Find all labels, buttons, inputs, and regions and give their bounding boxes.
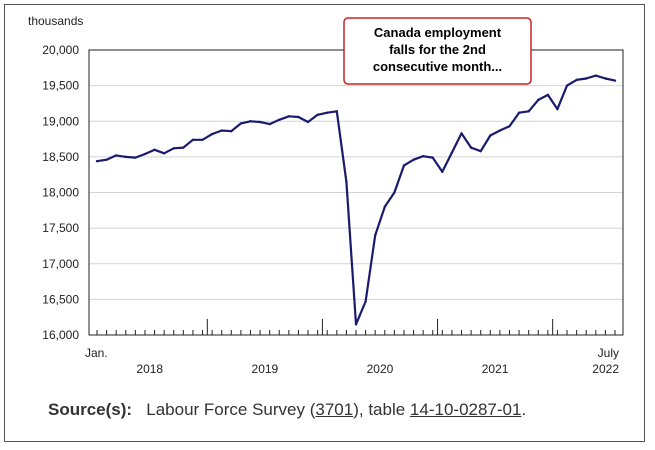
data-point bbox=[441, 170, 444, 174]
y-tick-label: 16,500 bbox=[42, 292, 79, 306]
data-point bbox=[210, 132, 214, 136]
table-link[interactable]: 14-10-0287-01 bbox=[409, 400, 522, 419]
data-point bbox=[153, 148, 156, 151]
data-point bbox=[258, 120, 262, 124]
grid-lines bbox=[89, 85, 623, 300]
year-label: 2020 bbox=[367, 362, 394, 376]
data-point bbox=[508, 125, 511, 128]
data-point bbox=[527, 110, 530, 113]
data-point bbox=[565, 84, 569, 87]
data-point bbox=[450, 151, 454, 154]
data-point bbox=[431, 156, 434, 159]
data-point bbox=[604, 77, 607, 80]
source-suffix: . bbox=[521, 400, 527, 419]
x-axis-ticks bbox=[96, 319, 616, 335]
data-point bbox=[287, 115, 291, 118]
data-point bbox=[383, 205, 386, 208]
data-point bbox=[172, 147, 175, 150]
y-tick-label: 17,500 bbox=[42, 221, 79, 235]
chart-frame bbox=[4, 4, 645, 442]
data-point bbox=[335, 110, 339, 113]
chart-title-callout: Canada employment falls for the 2nd cons… bbox=[343, 17, 532, 85]
data-point bbox=[469, 146, 473, 149]
data-point bbox=[556, 107, 559, 111]
data-point bbox=[345, 180, 348, 184]
data-point bbox=[143, 152, 147, 156]
data-point bbox=[297, 115, 300, 119]
data-point bbox=[249, 120, 252, 123]
data-point bbox=[402, 164, 406, 167]
data-point bbox=[268, 122, 271, 126]
y-tick-label: 16,000 bbox=[42, 328, 79, 342]
data-point bbox=[182, 146, 185, 149]
data-point bbox=[326, 111, 329, 114]
y-tick-label: 18,000 bbox=[42, 186, 79, 200]
data-point bbox=[546, 93, 550, 97]
source-middle: ), table bbox=[353, 400, 410, 419]
data-point bbox=[479, 149, 482, 153]
data-point bbox=[575, 78, 578, 82]
data-point bbox=[114, 154, 118, 157]
y-tick-label: 20,000 bbox=[42, 43, 79, 57]
data-point bbox=[278, 118, 281, 122]
data-point bbox=[95, 159, 99, 163]
chart-title-line: consecutive month... bbox=[373, 59, 502, 74]
data-point bbox=[412, 158, 415, 161]
year-labels: 2018 2019 2020 2021 2022 bbox=[136, 362, 619, 376]
data-point bbox=[364, 300, 367, 303]
callout-box bbox=[343, 17, 532, 85]
x-start-label: Jan. bbox=[85, 346, 108, 360]
data-point bbox=[498, 129, 502, 132]
data-point bbox=[373, 234, 377, 237]
data-point bbox=[613, 79, 617, 82]
year-label: 2022 bbox=[592, 362, 619, 376]
chart-title-line: falls for the 2nd bbox=[389, 42, 486, 57]
survey-link[interactable]: 3701 bbox=[315, 400, 354, 419]
data-point bbox=[306, 120, 310, 124]
y-axis-ticks: 16,000 16,500 17,000 17,500 18,000 18,500 19,0… bbox=[42, 43, 79, 342]
source-note: Source(s): Labour Force Survey (3701), t… bbox=[48, 400, 526, 420]
data-point bbox=[517, 111, 521, 114]
data-point bbox=[220, 129, 223, 132]
data-point bbox=[239, 122, 243, 125]
source-label: Source(s): bbox=[48, 400, 133, 419]
data-point bbox=[134, 156, 137, 159]
y-tick-label: 19,000 bbox=[42, 114, 79, 128]
data-point bbox=[537, 98, 540, 102]
data-point bbox=[230, 130, 233, 133]
chart-title-line: Canada employment bbox=[374, 25, 502, 40]
data-point bbox=[316, 113, 319, 117]
year-label: 2018 bbox=[136, 362, 163, 376]
x-end-label: July bbox=[598, 346, 619, 360]
data-point bbox=[162, 152, 166, 155]
y-tick-label: 19,500 bbox=[42, 79, 79, 93]
data-point bbox=[594, 74, 598, 77]
y-tick-label: 17,000 bbox=[42, 257, 79, 271]
series-layer bbox=[95, 74, 617, 326]
data-point bbox=[201, 138, 204, 141]
data-point bbox=[124, 155, 127, 159]
year-label: 2019 bbox=[252, 362, 279, 376]
y-axis-label: thousands bbox=[28, 14, 83, 28]
data-point bbox=[105, 158, 108, 161]
data-point bbox=[191, 138, 195, 141]
series-line-employment bbox=[96, 74, 616, 326]
data-point bbox=[354, 323, 358, 326]
data-point bbox=[393, 191, 396, 194]
data-point bbox=[460, 132, 463, 135]
source-prefix: Labour Force Survey ( bbox=[146, 400, 316, 419]
year-label: 2021 bbox=[482, 362, 509, 376]
y-tick-label: 18,500 bbox=[42, 150, 79, 164]
data-point bbox=[421, 154, 425, 158]
data-point bbox=[489, 134, 492, 137]
data-point bbox=[585, 77, 588, 80]
